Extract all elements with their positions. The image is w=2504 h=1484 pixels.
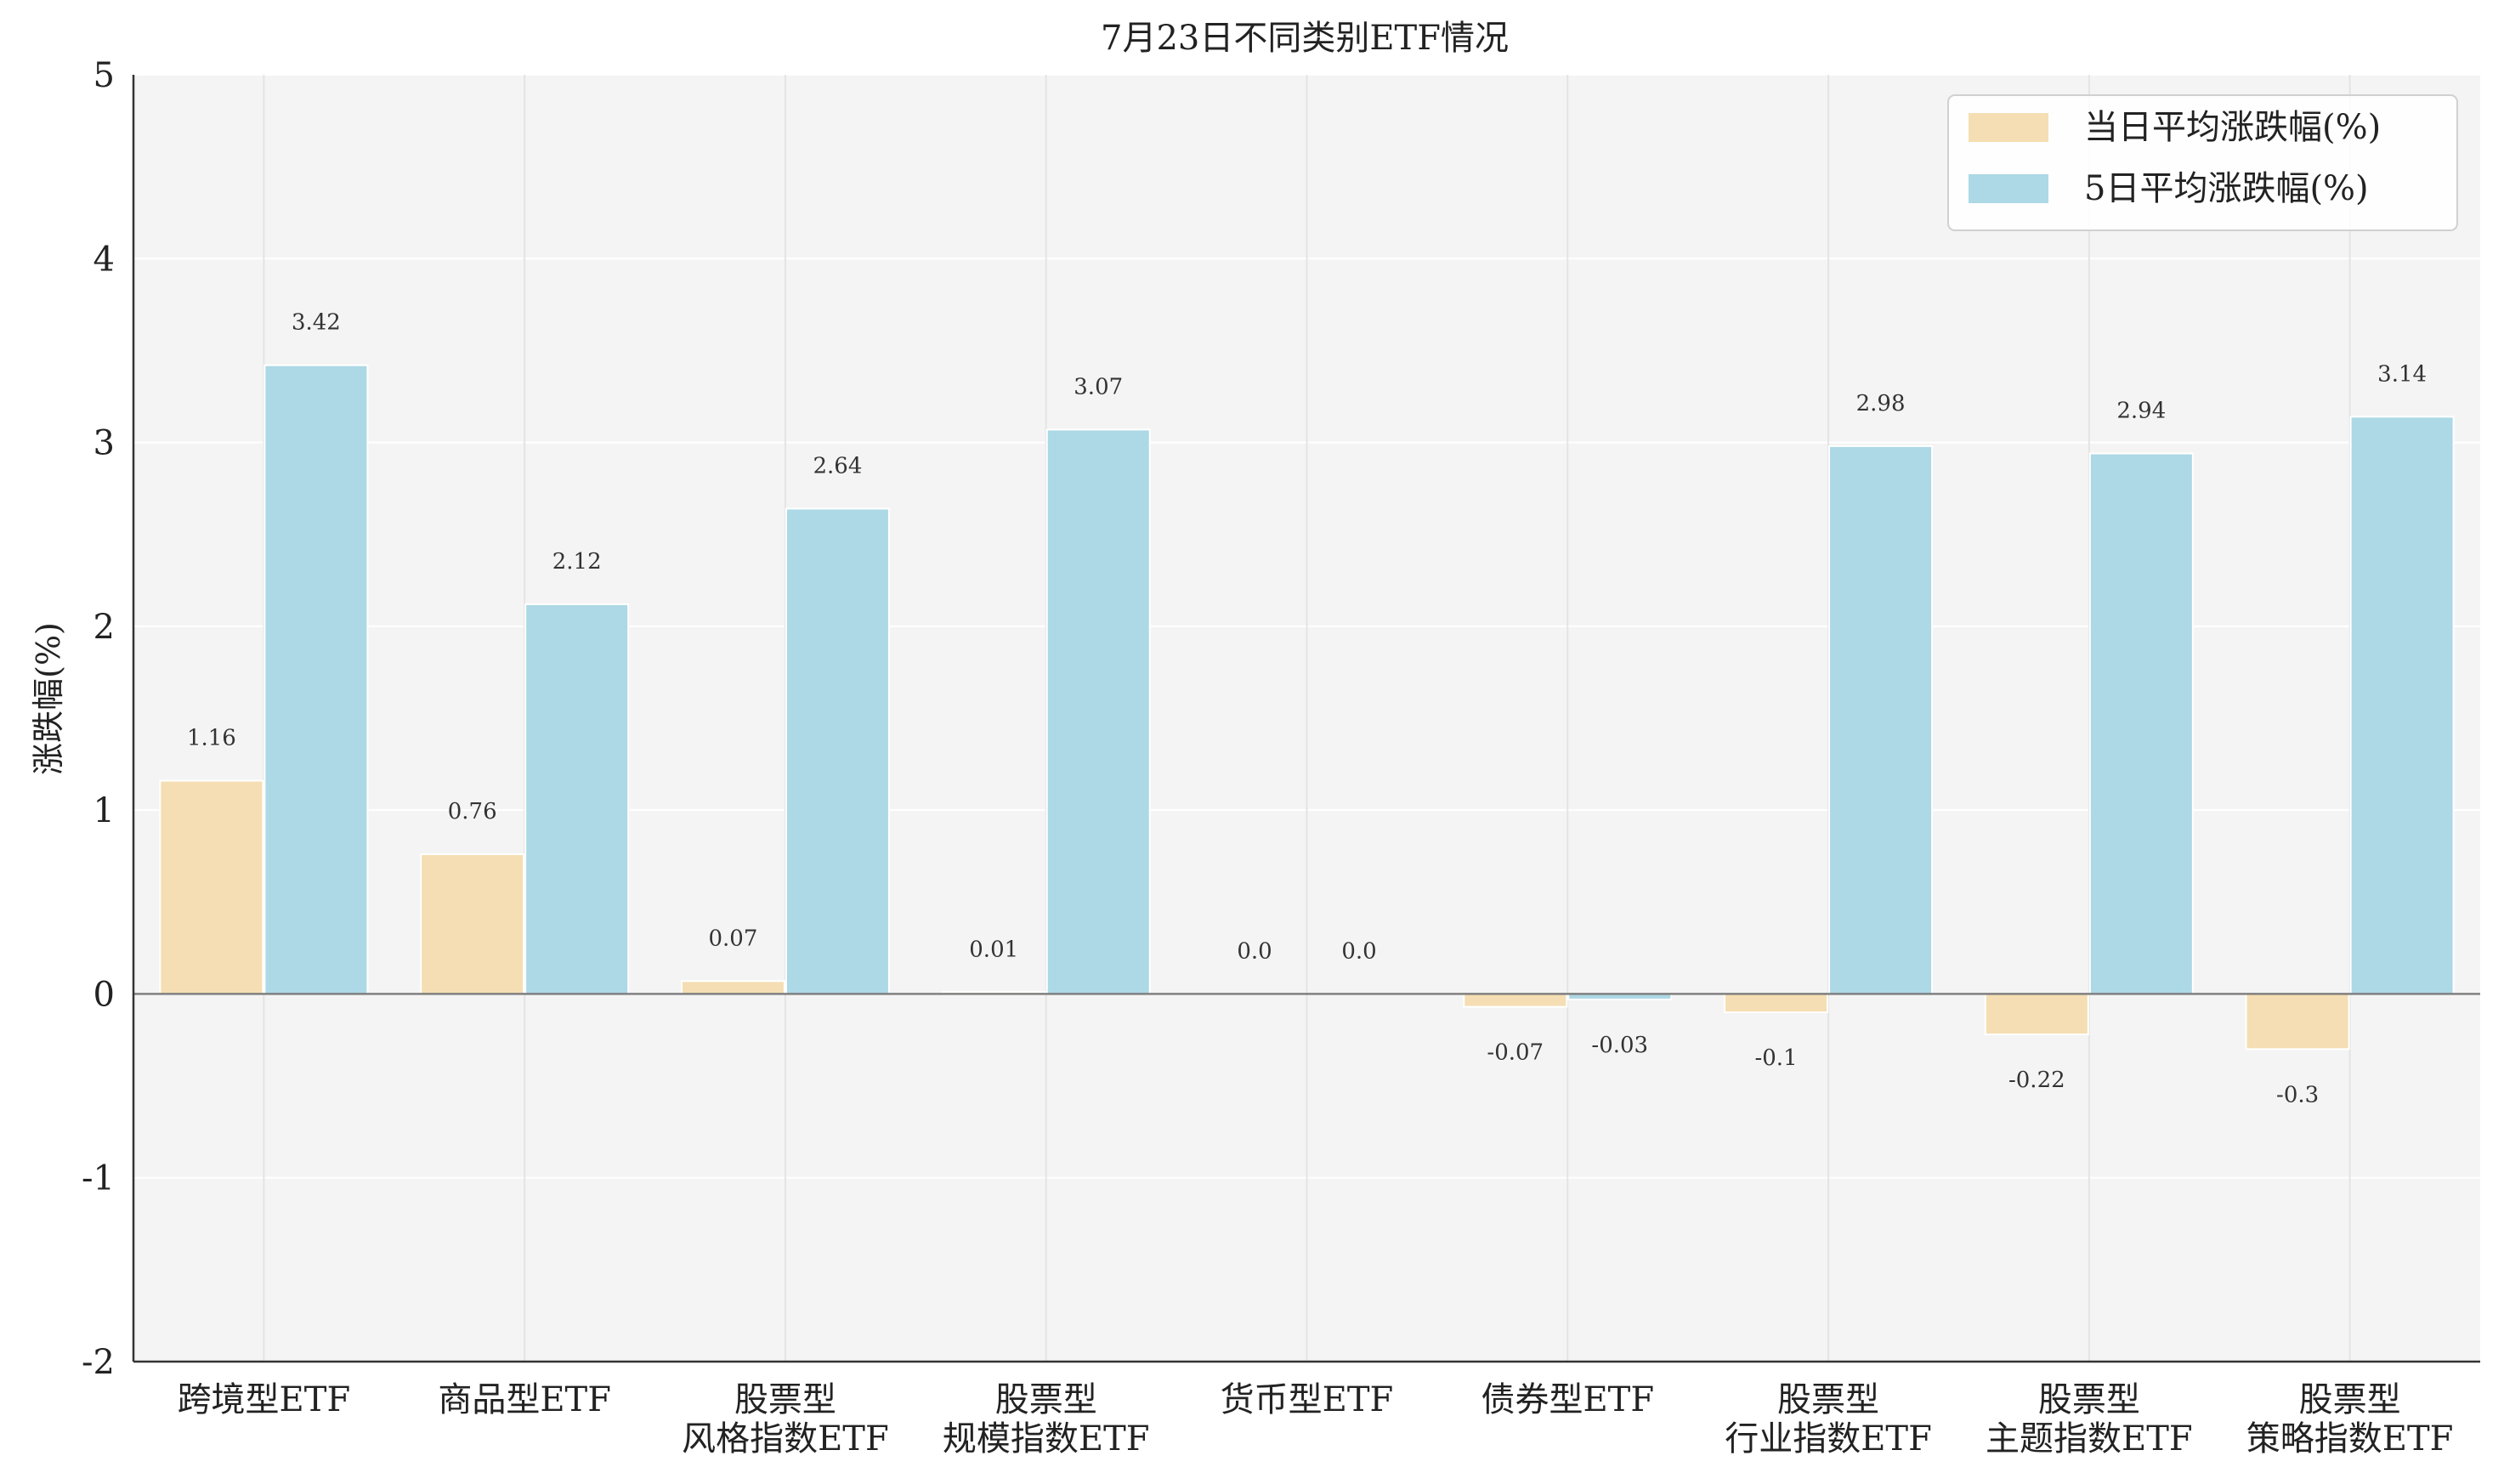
bar-five-day — [1045, 428, 1151, 995]
bars — [159, 364, 2455, 1051]
data-label: 2.64 — [813, 453, 862, 479]
legend: 当日平均涨跌幅(%) 5日平均涨跌幅(%) — [1947, 94, 2458, 231]
y-tick-label: 0 — [93, 975, 115, 1014]
y-tick-label: 5 — [93, 56, 115, 95]
y-tick-label: 1 — [93, 791, 115, 830]
x-tick-label: 股票型 — [2299, 1380, 2401, 1419]
data-labels: 1.16 0.76 0.07 0.01 0.0 -0.07 -0.1 -0.22 -0.3 3.4… — [187, 310, 2427, 1108]
data-label: 2.94 — [2116, 399, 2166, 424]
data-label: 3.07 — [1074, 374, 1123, 399]
x-tick-label: 股票型 — [734, 1380, 836, 1419]
data-label: -0.3 — [2276, 1082, 2319, 1107]
data-label: 2.12 — [552, 549, 602, 575]
data-label: 2.98 — [1856, 391, 1906, 416]
data-label: 1.16 — [187, 726, 236, 751]
data-label: 0.07 — [708, 926, 757, 951]
bar-daily — [1984, 993, 2089, 1036]
y-tick-label: -1 — [82, 1159, 115, 1198]
x-tick-label: 策略指数ETF — [2246, 1419, 2454, 1459]
y-tick-label: 2 — [93, 608, 115, 647]
bar-five-day — [524, 603, 630, 995]
x-tick-label: 跨境型ETF — [178, 1380, 351, 1419]
data-label: 3.42 — [292, 310, 341, 336]
chart-title: 7月23日不同类别ETF情况 — [1101, 19, 1509, 58]
data-label: -0.1 — [1754, 1045, 1797, 1071]
bar-five-day — [1828, 445, 1934, 995]
bar-daily — [1724, 993, 1829, 1014]
data-label: 0.0 — [1341, 938, 1376, 964]
x-tick-label: 主题指数ETF — [1986, 1419, 2193, 1459]
bar-daily — [1463, 993, 1568, 1008]
data-label: -0.07 — [1487, 1040, 1544, 1066]
x-tick-label: 风格指数ETF — [682, 1419, 889, 1459]
legend-label: 当日平均涨跌幅(%) — [2084, 108, 2381, 147]
y-tick-label: 3 — [93, 424, 115, 463]
bar-five-day — [2349, 416, 2455, 995]
y-tick-labels: 5 4 3 2 1 0 -1 -2 — [82, 56, 115, 1382]
x-tick-label: 规模指数ETF — [943, 1419, 1150, 1459]
x-tick-label: 股票型 — [995, 1380, 1097, 1419]
data-label: 0.76 — [448, 799, 497, 824]
bar-five-day — [785, 507, 890, 995]
legend-box — [1947, 94, 2458, 231]
bar-daily — [680, 980, 785, 995]
data-label: -0.22 — [2008, 1068, 2065, 1093]
x-tick-label: 股票型 — [1777, 1380, 1879, 1419]
bar-daily — [159, 779, 264, 995]
data-label: 3.14 — [2377, 361, 2427, 387]
legend-label: 5日平均涨跌幅(%) — [2084, 169, 2369, 208]
data-label: -0.03 — [1591, 1033, 1648, 1058]
axes — [132, 75, 2480, 1363]
y-tick-label: -2 — [82, 1343, 115, 1382]
x-tick-label: 债券型ETF — [1481, 1380, 1654, 1419]
y-tick-label: 4 — [93, 240, 115, 279]
bar-five-day — [2088, 452, 2194, 995]
legend-swatch — [1969, 113, 2048, 142]
x-tick-label: 商品型ETF — [438, 1380, 611, 1419]
data-label: 0.0 — [1237, 938, 1272, 964]
bar-daily — [2245, 993, 2350, 1051]
bar-five-day — [263, 364, 369, 995]
data-label: 0.01 — [969, 937, 1018, 962]
x-tick-label: 股票型 — [2038, 1380, 2140, 1419]
y-axis-label: 涨跌幅(%) — [30, 622, 67, 775]
x-tick-label: 行业指数ETF — [1725, 1419, 1932, 1459]
x-tick-label: 货币型ETF — [1221, 1380, 1394, 1419]
bar-daily — [420, 853, 525, 995]
legend-swatch — [1969, 174, 2048, 203]
